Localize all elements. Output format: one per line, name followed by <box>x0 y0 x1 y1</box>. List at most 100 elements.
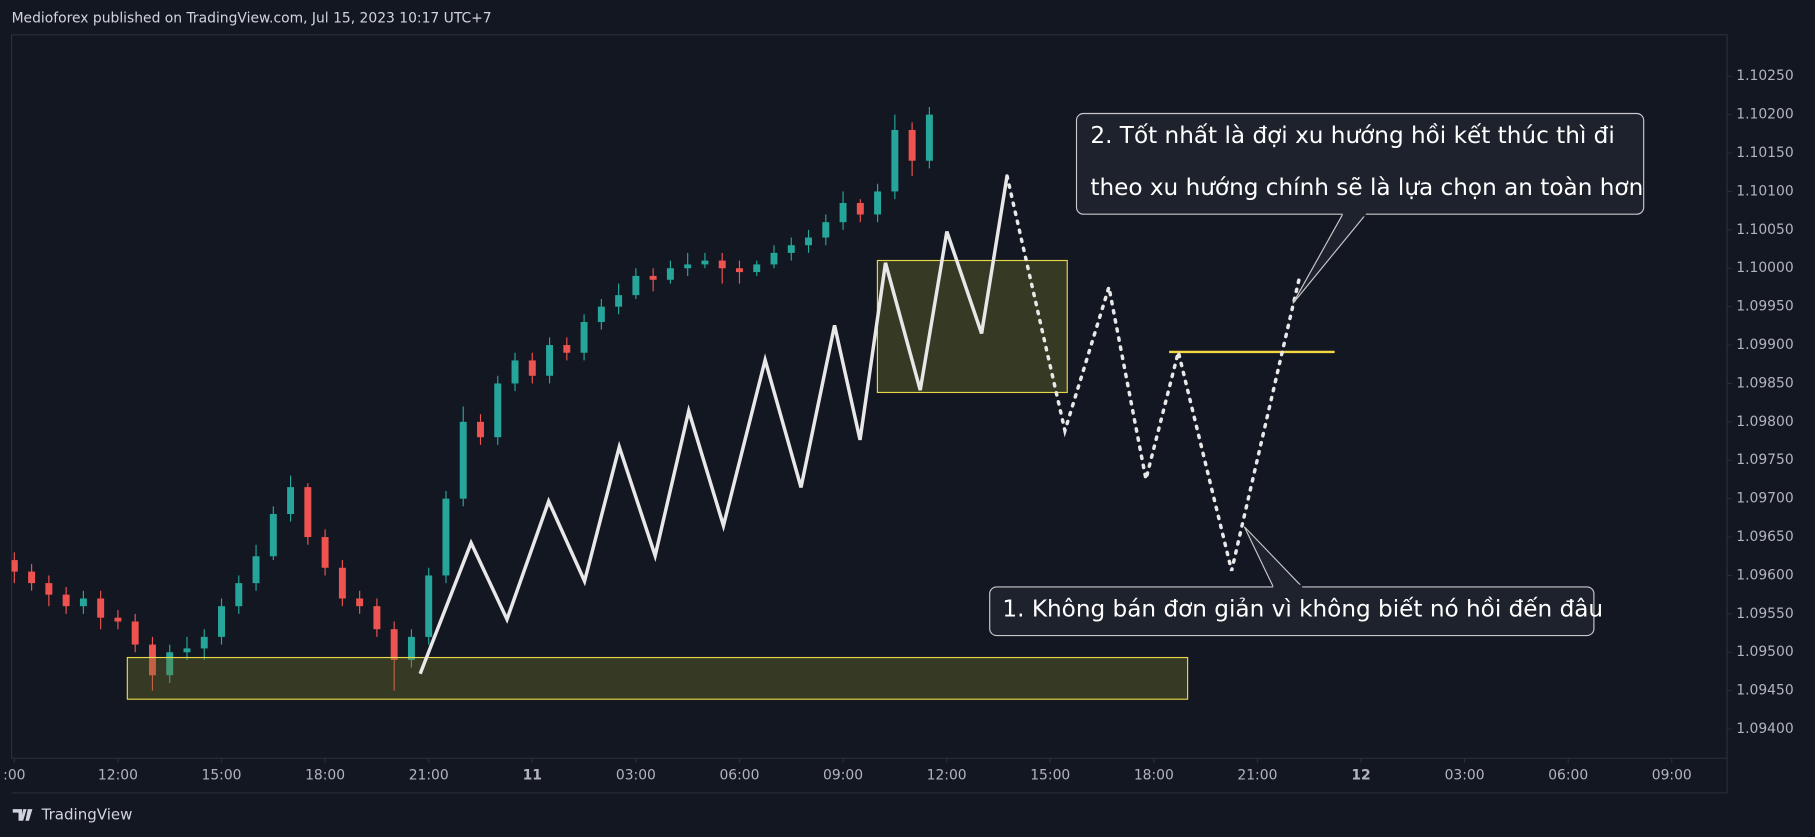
callout-pointer <box>1243 526 1303 588</box>
candle-body <box>97 598 105 618</box>
candle-body <box>580 322 588 353</box>
y-tick-label: 1.09650 <box>1736 529 1793 545</box>
y-tick-label: 1.09450 <box>1736 683 1793 699</box>
y-tick-label: 1.10100 <box>1736 183 1793 199</box>
candle-body <box>528 360 536 376</box>
candle-body <box>684 264 692 269</box>
y-tick-label: 1.10150 <box>1736 145 1793 161</box>
candle-body <box>183 648 191 653</box>
y-tick-label: 1.09900 <box>1736 337 1793 353</box>
candle-body <box>252 556 260 584</box>
x-tick-label: 03:00 <box>1445 768 1485 784</box>
annotation: 2. Tốt nhất là đợi xu hướng hồi kết thúc… <box>1090 123 1614 149</box>
candle-body <box>11 560 18 572</box>
x-tick-label: 12 <box>1351 768 1370 784</box>
x-tick-label: 15:00 <box>1030 768 1070 784</box>
candle-body <box>28 571 36 584</box>
y-tick-label: 1.09400 <box>1736 721 1793 737</box>
y-tick-label: 1.10250 <box>1736 68 1793 84</box>
candle-body <box>114 617 122 622</box>
candle-body <box>407 636 415 660</box>
x-tick-label: 09:00 <box>823 768 863 784</box>
candle-body <box>477 421 484 438</box>
candle-body <box>390 629 398 660</box>
trend-path <box>418 175 1009 675</box>
x-tick-label: 06:00 <box>719 768 759 784</box>
candle-body <box>235 583 243 607</box>
candle-body <box>45 583 53 595</box>
candle-body <box>753 264 761 273</box>
x-tick-label: 11 <box>523 768 542 784</box>
candle-body <box>615 295 623 307</box>
x-tick-label: :00 <box>3 768 25 784</box>
candle-body <box>338 567 346 599</box>
candle-body <box>649 275 657 280</box>
candle-body <box>166 652 174 676</box>
callout-pointer <box>1292 213 1367 304</box>
y-tick-label: 1.09800 <box>1736 414 1793 430</box>
logo <box>12 809 33 821</box>
candle-body <box>373 606 381 630</box>
pullback-zone <box>876 259 1068 394</box>
y-tick-label: 1.09750 <box>1736 452 1793 468</box>
candle-body <box>356 598 364 607</box>
candle-body <box>874 191 882 215</box>
x-tick-label: 15:00 <box>202 768 242 784</box>
candle-body <box>287 487 295 515</box>
candle-body <box>200 636 208 649</box>
x-tick-label: 03:00 <box>616 768 656 784</box>
annotation: 1. Không bán đơn giản vì không biết nó h… <box>1002 597 1603 623</box>
y-tick-label: 1.10200 <box>1736 107 1793 123</box>
callout-joint <box>1273 584 1303 590</box>
logo-mark <box>12 809 33 821</box>
candle-body <box>908 130 916 161</box>
header: Medioforex published on TradingView.com,… <box>12 11 492 27</box>
candle-body <box>148 644 156 676</box>
candle-body <box>735 268 743 273</box>
x-tick-label: 21:00 <box>409 768 449 784</box>
candle-body <box>494 383 502 438</box>
candle-body <box>787 245 795 253</box>
candle-body <box>891 130 899 192</box>
candle-body <box>925 114 933 161</box>
candle-body <box>218 606 225 637</box>
candle-body <box>546 345 554 376</box>
x-tick-label: 21:00 <box>1237 768 1277 784</box>
candle-body <box>718 260 726 269</box>
candle-body <box>304 487 312 538</box>
candle-body <box>770 252 778 265</box>
candle-body <box>563 345 571 353</box>
candle-body <box>822 222 830 238</box>
x-tick-label: 12:00 <box>98 768 138 784</box>
x-tick-label: 12:00 <box>927 768 967 784</box>
y-tick-label: 1.09550 <box>1736 606 1793 622</box>
candle-body <box>632 275 640 296</box>
candle-body <box>805 237 813 246</box>
drawings: 2. Tốt nhất là đợi xu hướng hồi kết thúc… <box>126 112 1645 700</box>
projected-path <box>1005 174 1302 572</box>
candle-body <box>666 268 674 280</box>
candle-body <box>269 514 277 557</box>
candles <box>11 106 933 691</box>
candle-body <box>321 537 329 568</box>
y-tick-label: 1.10050 <box>1736 222 1793 238</box>
support-zone <box>126 656 1189 700</box>
candle-body <box>131 621 139 645</box>
annotation: theo xu hướng chính sẽ là lựa chọn an to… <box>1090 175 1643 201</box>
candle-body <box>597 306 605 323</box>
y-tick-label: 1.09700 <box>1736 491 1793 507</box>
callout-joint <box>1342 211 1366 217</box>
x-tick-label: 09:00 <box>1652 768 1692 784</box>
y-tick-label: 1.09950 <box>1736 299 1793 315</box>
y-tick-label: 1.10000 <box>1736 260 1793 276</box>
x-tick-label: 06:00 <box>1548 768 1588 784</box>
candle-body <box>79 598 87 607</box>
candle-body <box>511 360 519 384</box>
candle-body <box>701 260 709 265</box>
candle-body <box>425 575 433 637</box>
y-tick-label: 1.09600 <box>1736 567 1793 583</box>
y-tick-label: 1.09850 <box>1736 375 1793 391</box>
candle-body <box>856 202 864 215</box>
